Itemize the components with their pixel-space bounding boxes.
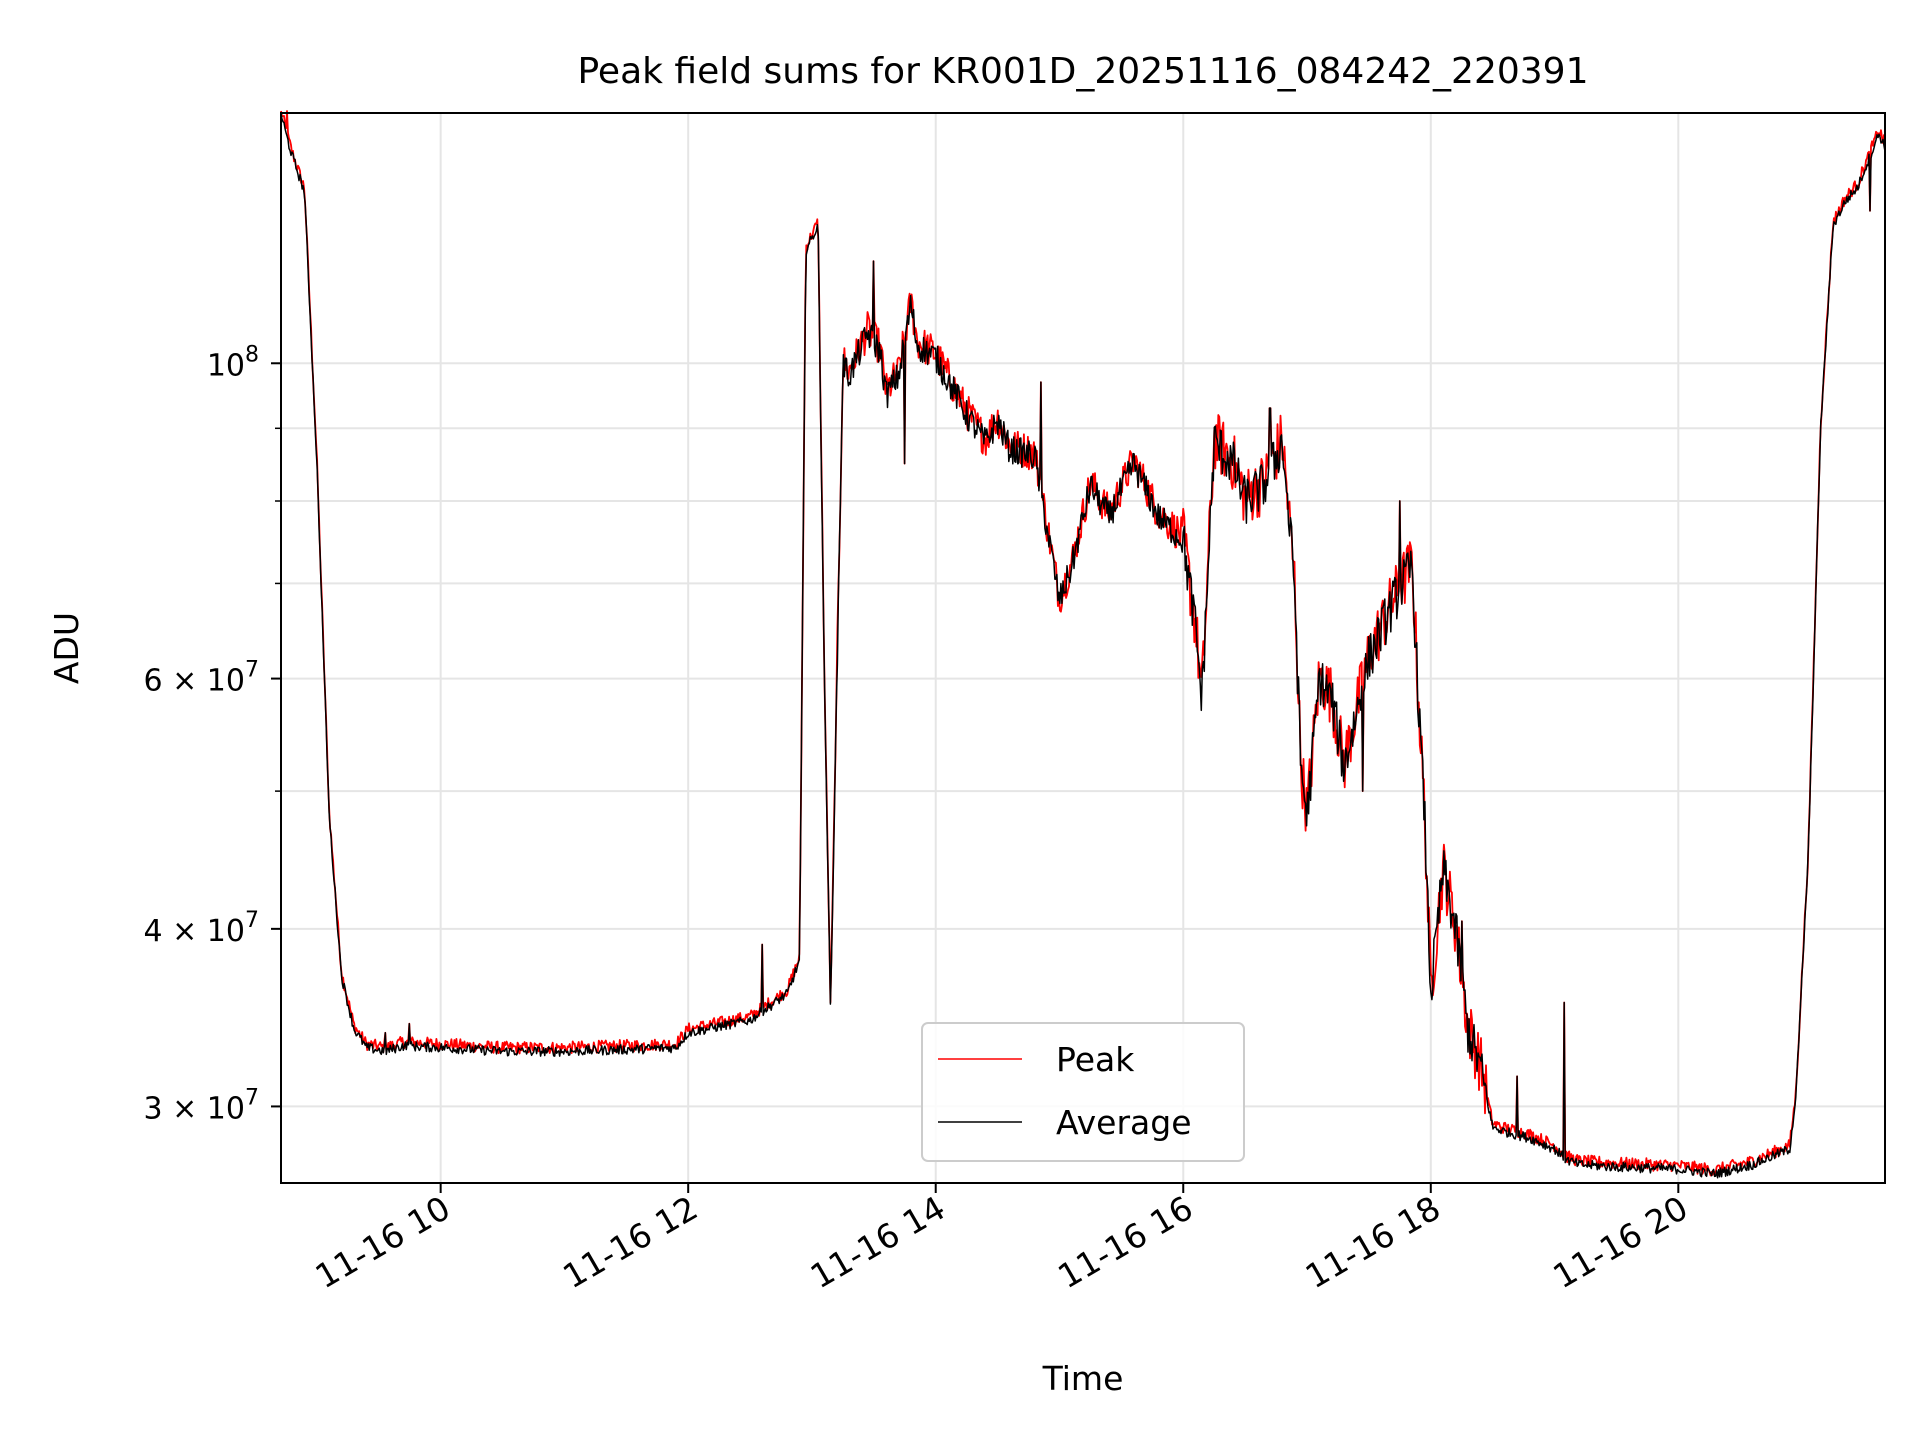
- chart-title: Peak field sums for KR001D_20251116_0842…: [578, 51, 1589, 92]
- y-tick-label-0: 3 × 107: [144, 1085, 259, 1126]
- legend-box: [921, 1022, 1245, 1162]
- y-axis: 3 × 107 4 × 107 6 × 107 108: [144, 342, 281, 1126]
- x-axis-label: Time: [1042, 1359, 1124, 1398]
- y-tick-label-2: 6 × 107: [144, 658, 259, 699]
- y-tick-label-3: 108: [207, 342, 259, 383]
- series-layer: [280, 110, 1886, 1179]
- y-tick-label-1: 4 × 107: [144, 908, 259, 949]
- legend-label-peak: Peak: [1056, 1040, 1135, 1079]
- legend: Peak Average: [921, 1022, 1245, 1162]
- y-axis-label: ADU: [47, 612, 86, 684]
- series-line-average: [280, 113, 1886, 1179]
- grid-lines: [281, 113, 1885, 1183]
- legend-label-average: Average: [1056, 1103, 1192, 1142]
- plot-frame: [280, 112, 1886, 1184]
